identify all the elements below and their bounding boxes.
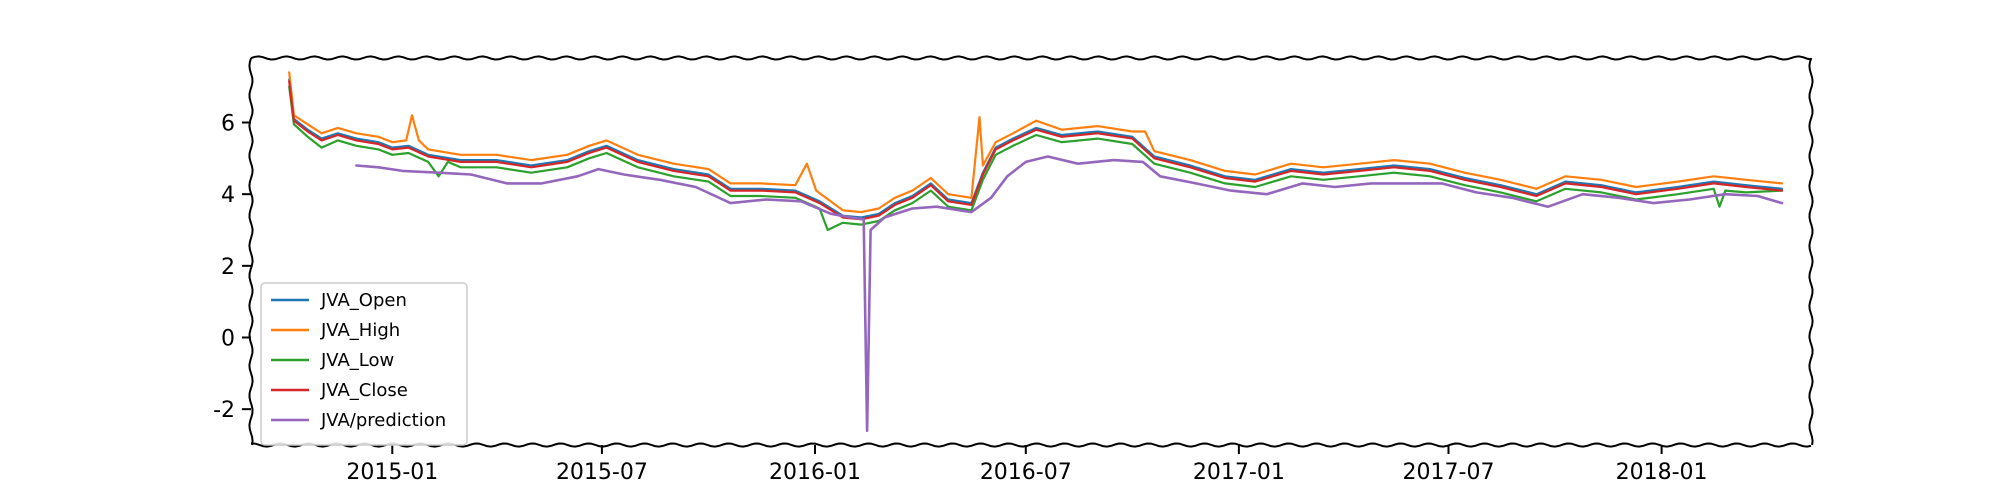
x-tick-label: 2017-01 [1193, 460, 1285, 485]
y-tick-label: -2 [213, 398, 235, 423]
y-tick-label: 6 [221, 112, 235, 137]
legend-box [260, 282, 468, 446]
x-tick-label: 2015-07 [556, 460, 648, 485]
legend-label: JVA_Open [320, 290, 407, 311]
series-line-jva-high [288, 71, 1784, 214]
y-tick-label: 4 [221, 183, 235, 208]
x-axis: 2015-01 2015-07 2016-01 2016-07 2017-01 2017-… [346, 445, 1708, 485]
plot-background [251, 58, 1811, 445]
legend-label: JVA_Low [320, 350, 394, 371]
series-line-jva-prediction [355, 155, 1784, 432]
legend-label: JVA/prediction [320, 410, 446, 431]
x-tick-label: 2017-07 [1403, 460, 1495, 485]
series-line-jva-open [288, 78, 1784, 219]
x-tick-label: 2016-01 [769, 460, 861, 485]
y-tick-label: 2 [221, 255, 235, 280]
x-tick-label: 2018-01 [1616, 460, 1708, 485]
legend: JVA_Open JVA_High JVA_Low JVA_Close JVA/pred… [260, 282, 468, 446]
series-layer [288, 71, 1784, 432]
plot-frame [248, 55, 1814, 448]
x-tick-label: 2016-07 [980, 460, 1072, 485]
y-axis: 6 4 2 0 -2 [213, 112, 251, 423]
x-tick-label: 2015-01 [346, 460, 438, 485]
series-line-jva-close [288, 80, 1784, 221]
y-tick-label: 0 [221, 327, 235, 352]
legend-label: JVA_Close [320, 380, 408, 401]
legend-label: JVA_High [320, 320, 400, 341]
